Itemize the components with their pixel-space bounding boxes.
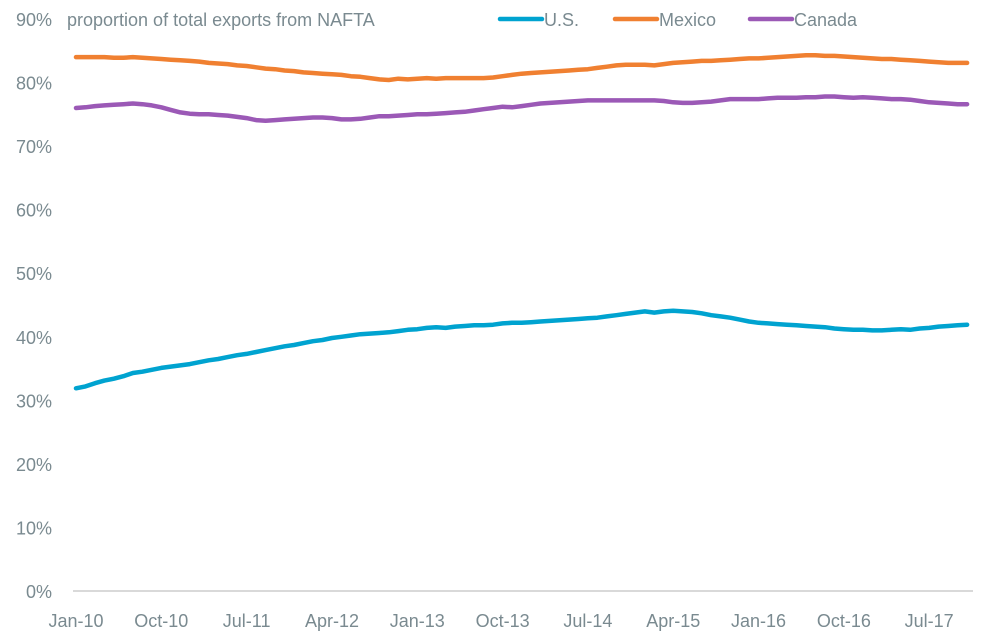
y-tick-label: 30% — [16, 391, 52, 411]
legend-item-mexico: Mexico — [612, 10, 716, 30]
series-line-mexico — [73, 52, 970, 83]
series-line-u-s — [73, 308, 970, 391]
x-tick-label: Jul-14 — [563, 611, 612, 631]
y-tick-label: 50% — [16, 264, 52, 284]
x-axis-labels: Jan-10 Oct-10 Jul-11 Apr-12 Jan-13 Oct-13 Jul-… — [48, 611, 953, 631]
y-tick-label: 70% — [16, 137, 52, 157]
y-tick-label: 80% — [16, 74, 52, 94]
x-tick-label: Jul-17 — [905, 611, 954, 631]
x-tick-label: Jan-16 — [731, 611, 786, 631]
y-tick-label: 40% — [16, 328, 52, 348]
x-tick-label: Apr-15 — [646, 611, 700, 631]
y-tick-label: 20% — [16, 455, 52, 475]
legend-item-canada: Canada — [747, 10, 858, 30]
series-line-canada — [73, 94, 970, 123]
series-lines — [73, 52, 970, 391]
x-tick-label: Oct-13 — [476, 611, 530, 631]
y-tick-label: 90% — [16, 10, 52, 30]
legend: U.S. Mexico Canada — [497, 10, 858, 30]
chart-title: proportion of total exports from NAFTA — [67, 10, 375, 30]
legend-item-u-s: U.S. — [497, 10, 579, 30]
x-tick-label: Oct-16 — [817, 611, 871, 631]
y-tick-label: 60% — [16, 201, 52, 221]
legend-label: Canada — [794, 10, 858, 30]
x-tick-label: Oct-10 — [134, 611, 188, 631]
x-tick-label: Jan-10 — [48, 611, 103, 631]
x-tick-label: Apr-12 — [305, 611, 359, 631]
y-tick-label: 0% — [26, 582, 52, 602]
legend-label: Mexico — [659, 10, 716, 30]
legend-label: U.S. — [544, 10, 579, 30]
y-tick-label: 10% — [16, 518, 52, 538]
x-tick-label: Jul-11 — [223, 611, 271, 631]
y-axis-labels: 0% 10% 20% 30% 40% 50% 60% 70% 80% 90% — [16, 10, 52, 602]
x-tick-label: Jan-13 — [390, 611, 445, 631]
